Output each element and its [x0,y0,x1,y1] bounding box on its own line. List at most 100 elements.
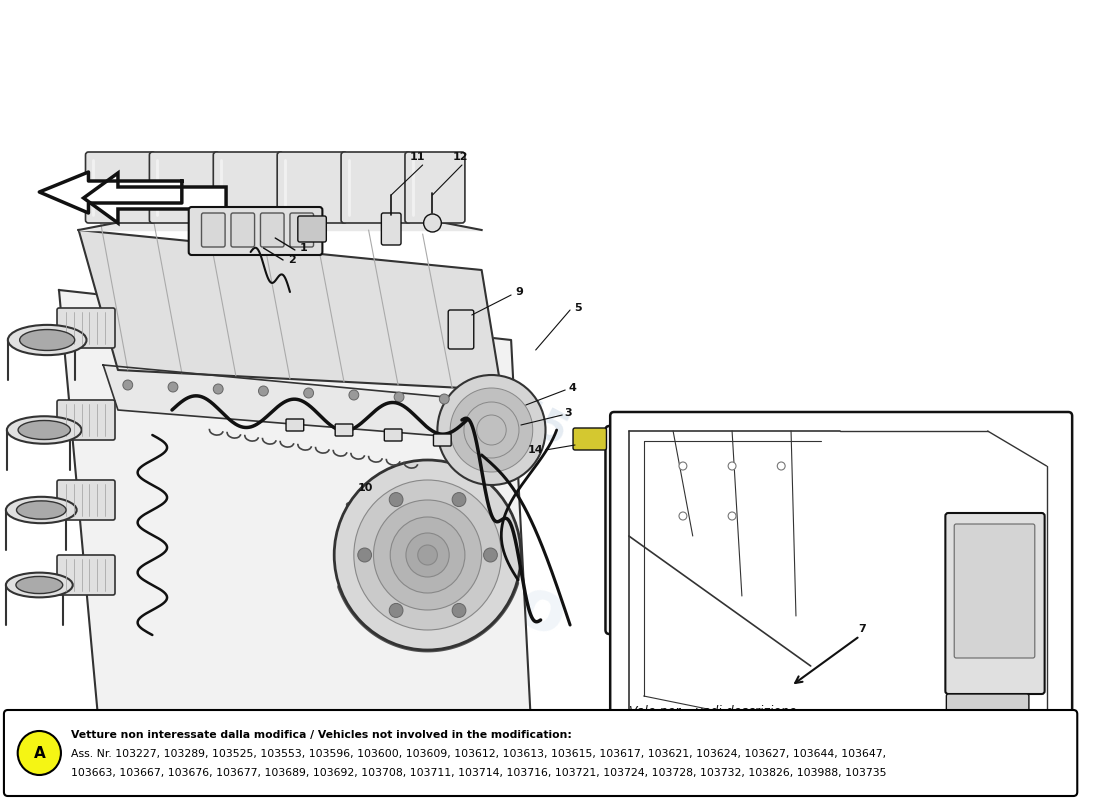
FancyBboxPatch shape [706,587,718,613]
FancyBboxPatch shape [57,400,116,440]
Circle shape [424,214,441,232]
FancyBboxPatch shape [704,564,732,596]
FancyBboxPatch shape [384,429,402,441]
FancyBboxPatch shape [150,152,219,223]
FancyBboxPatch shape [189,207,322,255]
FancyBboxPatch shape [298,216,327,242]
Text: 8: 8 [829,454,837,464]
FancyBboxPatch shape [629,564,657,596]
FancyBboxPatch shape [667,526,694,558]
Text: 8: 8 [829,502,837,512]
FancyBboxPatch shape [629,488,657,520]
FancyBboxPatch shape [86,152,155,223]
FancyBboxPatch shape [945,513,1045,694]
Text: 13: 13 [829,445,845,455]
Circle shape [358,548,372,562]
Text: 8: 8 [829,564,837,574]
FancyBboxPatch shape [671,587,683,613]
FancyBboxPatch shape [573,428,606,450]
Text: since 1945: since 1945 [333,298,575,454]
FancyBboxPatch shape [629,526,657,558]
FancyBboxPatch shape [624,513,736,531]
Polygon shape [84,173,227,223]
Circle shape [476,415,506,445]
Circle shape [452,603,466,618]
FancyBboxPatch shape [448,310,474,349]
FancyBboxPatch shape [213,152,283,223]
Ellipse shape [20,330,75,350]
Text: 2: 2 [288,255,296,265]
FancyBboxPatch shape [624,575,728,623]
Polygon shape [78,230,502,390]
Text: A: A [33,746,45,761]
FancyBboxPatch shape [382,213,402,245]
FancyBboxPatch shape [946,694,1028,748]
FancyBboxPatch shape [231,213,254,247]
Circle shape [18,731,60,775]
FancyBboxPatch shape [277,152,346,223]
FancyBboxPatch shape [286,419,304,431]
Text: europauto: europauto [172,449,575,651]
Circle shape [418,545,438,565]
FancyBboxPatch shape [610,412,1072,792]
FancyBboxPatch shape [405,152,465,223]
Ellipse shape [16,501,66,519]
FancyBboxPatch shape [757,448,789,470]
Circle shape [334,460,521,650]
Text: 11: 11 [410,152,426,162]
Circle shape [438,375,546,485]
FancyBboxPatch shape [689,587,701,613]
Text: 3: 3 [564,408,572,418]
FancyBboxPatch shape [757,496,789,518]
FancyBboxPatch shape [667,488,694,520]
FancyBboxPatch shape [614,437,748,618]
Circle shape [679,512,686,520]
FancyBboxPatch shape [653,587,666,613]
Polygon shape [59,290,531,720]
Text: 10: 10 [358,483,373,493]
Ellipse shape [8,325,87,355]
Ellipse shape [7,416,81,444]
Circle shape [452,493,466,506]
Circle shape [349,390,359,400]
Text: 7: 7 [829,520,837,530]
Text: 14: 14 [528,445,543,455]
FancyBboxPatch shape [704,450,732,482]
Circle shape [464,402,519,458]
FancyBboxPatch shape [57,555,116,595]
FancyBboxPatch shape [757,558,789,580]
Text: Ass. Nr. 103227, 103289, 103525, 103553, 103596, 103600, 103609, 103612, 103613,: Ass. Nr. 103227, 103289, 103525, 103553,… [70,749,886,759]
Circle shape [168,382,178,392]
Ellipse shape [6,573,73,598]
Circle shape [213,384,223,394]
Circle shape [389,493,403,506]
FancyBboxPatch shape [667,564,694,596]
Circle shape [123,380,133,390]
FancyBboxPatch shape [954,524,1035,658]
FancyBboxPatch shape [201,213,225,247]
Text: 4: 4 [568,383,576,393]
Circle shape [679,462,686,470]
Circle shape [374,500,482,610]
Circle shape [450,388,532,472]
Text: 103663, 103667, 103676, 103677, 103689, 103692, 103708, 103711, 103714, 103716, : 103663, 103667, 103676, 103677, 103689, … [70,768,887,778]
Ellipse shape [6,497,77,523]
Circle shape [258,386,268,396]
Circle shape [354,480,502,630]
Circle shape [389,603,403,618]
FancyBboxPatch shape [624,535,736,553]
FancyBboxPatch shape [341,152,411,223]
FancyBboxPatch shape [618,482,742,568]
Text: 7: 7 [858,624,866,634]
FancyBboxPatch shape [290,213,314,247]
FancyBboxPatch shape [636,587,648,613]
FancyBboxPatch shape [57,308,116,348]
FancyBboxPatch shape [605,426,761,634]
FancyBboxPatch shape [433,434,451,446]
Polygon shape [97,710,536,740]
Circle shape [439,394,449,404]
Polygon shape [103,365,492,440]
Text: 12: 12 [452,152,468,162]
Text: 6: 6 [829,625,837,635]
Ellipse shape [18,421,70,439]
